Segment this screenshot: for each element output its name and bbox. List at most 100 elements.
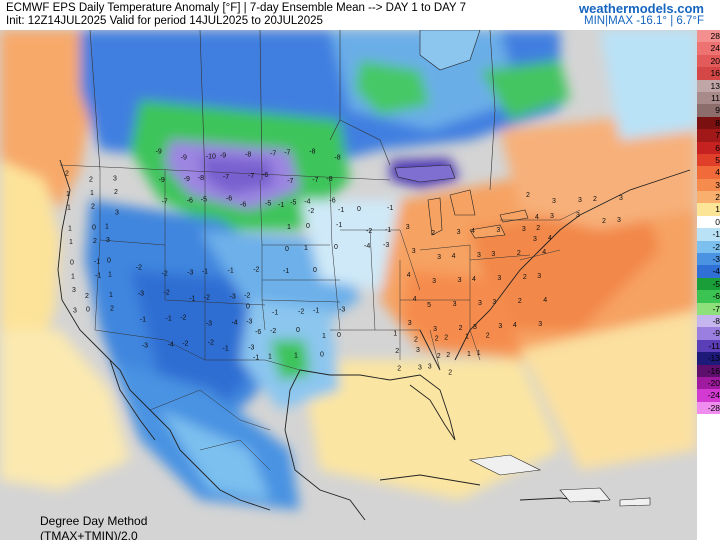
anomaly-value-label: -2 [308, 208, 314, 215]
legend-swatch [697, 364, 703, 377]
anomaly-value-label: -3 [339, 307, 345, 314]
anomaly-value-label: 2 [85, 293, 89, 300]
anomaly-value-label: 2 [536, 225, 540, 232]
anomaly-value-label: 1 [69, 239, 73, 246]
anomaly-value-label: -5 [290, 199, 296, 206]
header: ECMWF EPS Daily Temperature Anomaly [°F]… [0, 0, 720, 30]
legend-swatch [697, 42, 703, 55]
legend-swatch [697, 104, 703, 117]
legend-label: -5 [703, 277, 720, 291]
anomaly-value-label: -3 [138, 291, 144, 298]
anomaly-value-label: 2 [435, 335, 439, 342]
anomaly-value-label: 3 [428, 364, 432, 371]
anomaly-value-label: -1 [338, 207, 344, 214]
anomaly-value-label: 0 [70, 260, 74, 267]
anomaly-value-label: 2 [114, 189, 118, 196]
legend-entry: 6 [697, 141, 720, 154]
legend-label: 5 [703, 153, 720, 167]
anomaly-value-label: 1 [66, 191, 70, 198]
legend-swatch [697, 141, 703, 154]
anomaly-value-label: 1 [90, 190, 94, 197]
anomaly-value-label: 2 [397, 366, 401, 373]
anomaly-value-label: -1 [140, 317, 146, 324]
anomaly-value-label: 0 [285, 246, 289, 253]
legend-swatch [697, 116, 703, 130]
anomaly-value-label: 2 [602, 218, 606, 225]
anomaly-value-label: -3 [142, 343, 148, 350]
legend-entry: -1 [697, 228, 720, 241]
anomaly-value-label: -2 [136, 265, 142, 272]
anomaly-value-label: 3 [492, 299, 496, 306]
legend-swatch [697, 401, 703, 415]
anomaly-value-label: 3 [432, 278, 436, 285]
anomaly-value-label: -2 [162, 271, 168, 278]
legend-entry: 24 [697, 42, 720, 55]
legend-label: 13 [703, 79, 720, 92]
legend-swatch [697, 91, 703, 105]
anomaly-value-label: -2 [270, 328, 276, 335]
anomaly-value-label: 0 [246, 304, 250, 311]
anomaly-value-label: -2 [366, 228, 372, 235]
min-max-readout: MIN|MAX -16.1° | 6.7°F [584, 15, 704, 27]
anomaly-value-label: -2 [204, 295, 210, 302]
anomaly-value-label: -1 [272, 310, 278, 317]
legend-label: 16 [703, 67, 720, 80]
anomaly-value-label: 2 [518, 298, 522, 305]
legend-entry: -11 [697, 339, 720, 353]
anomaly-value-label: 3 [72, 287, 76, 294]
legend-entry: 4 [697, 166, 720, 179]
method-line-2: (TMAX+TMIN)/2.0 [40, 529, 138, 540]
anomaly-value-label: 2 [526, 192, 530, 199]
anomaly-value-label: 2 [395, 348, 399, 355]
anomaly-value-label: 1 [67, 205, 71, 212]
legend-swatch [697, 314, 703, 328]
anomaly-value-label: 4 [542, 249, 546, 256]
anomaly-map: -9 -9 -10 -9 -8 -7 -7 -8 -8 -9 -9 -8 -7 -7 -6 -7 -7 -8 -7-… [0, 30, 697, 540]
anomaly-value-label: 3 [497, 275, 501, 282]
legend-swatch [697, 166, 703, 179]
anomaly-value-label: 1 [68, 225, 72, 232]
legend-label: -2 [703, 240, 720, 254]
legend-swatch [697, 30, 703, 43]
anomaly-value-label: -9 [184, 176, 190, 183]
anomaly-value-label: 1 [393, 330, 397, 337]
anomaly-value-label: -3 [383, 242, 389, 249]
legend-label: -16 [703, 364, 720, 377]
legend-entry: -28 [697, 401, 720, 415]
anomaly-value-label: 3 [106, 237, 110, 244]
anomaly-value-label: 1 [268, 353, 272, 360]
legend-label: 6 [703, 141, 720, 154]
anomaly-value-label: 2 [459, 325, 463, 332]
anomaly-value-label: -4 [232, 320, 238, 327]
anomaly-value-label: -1 [95, 272, 101, 279]
anomaly-value-label: 3 [522, 226, 526, 233]
legend-label: -11 [703, 339, 720, 353]
anomaly-value-label: -7 [284, 150, 290, 157]
anomaly-value-label: -1 [223, 346, 229, 353]
legend-entry: 1 [697, 203, 720, 216]
anomaly-labels: -9-9 -10 -9 -8 -7 -7 -8-8-9 -9 -8 -7 -7 -6-7 -7 -8-7-… [65, 149, 623, 377]
anomaly-value-label: 2 [93, 238, 97, 245]
legend-entry: 11 [697, 91, 720, 105]
legend-swatch [697, 265, 703, 278]
anomaly-value-label: -6 [262, 172, 268, 179]
anomaly-value-label: -2 [182, 341, 188, 348]
anomaly-value-label: 3 [619, 195, 623, 202]
anomaly-value-label: 3 [416, 347, 420, 354]
legend-swatch [697, 203, 703, 216]
anomaly-value-label: 2 [431, 230, 435, 237]
anomaly-value-label: 0 [334, 244, 338, 251]
anomaly-value-label: -8 [326, 176, 332, 183]
color-legend: 28 24 20 16 13 11 9 8 7 6 5 4 3 2 1 0 -1 -2 -3 -4 -5 -6 -7 -8 -9… [697, 30, 720, 526]
brand-link[interactable]: weathermodels.com [579, 1, 704, 16]
anomaly-value-label: -1 [283, 268, 289, 275]
legend-swatch [697, 352, 703, 365]
anomaly-value-label: -3 [230, 294, 236, 301]
legend-swatch [697, 54, 703, 68]
anomaly-value-label: -5 [265, 200, 271, 207]
anomaly-value-label: -8 [198, 175, 204, 182]
anomaly-value-label: 0 [296, 327, 300, 334]
legend-entry: 7 [697, 129, 720, 142]
anomaly-value-label: 2 [414, 336, 418, 343]
anomaly-value-label: 3 [498, 323, 502, 330]
